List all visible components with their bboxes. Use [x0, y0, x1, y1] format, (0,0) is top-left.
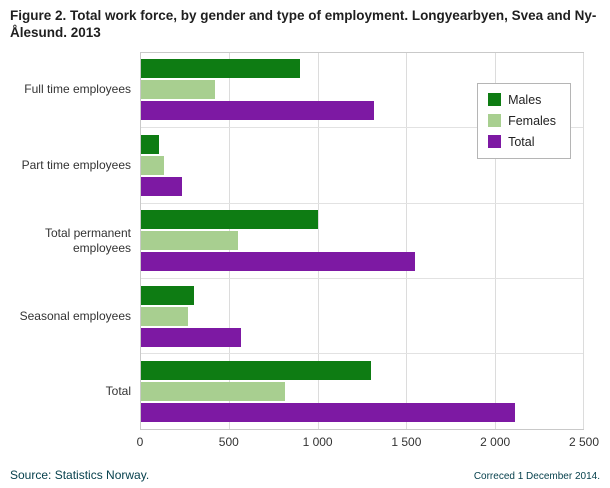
bar-males — [141, 134, 159, 154]
total-swatch-icon — [488, 135, 502, 149]
males-swatch-icon — [488, 93, 502, 107]
bar-males — [141, 285, 195, 305]
bar-group — [141, 127, 583, 202]
bar-males — [141, 59, 301, 79]
bar-total — [141, 252, 416, 272]
bar-females — [141, 306, 188, 326]
gridline — [494, 52, 496, 429]
y-category-label: Seasonal employees — [19, 308, 131, 323]
y-category-label: Total — [105, 384, 131, 399]
bar-females — [141, 155, 164, 175]
legend-label-females: Females — [508, 113, 556, 128]
bar-males — [141, 361, 371, 381]
y-category-label: Full time employees — [24, 82, 131, 97]
chart-area: Full time employees Part time employees To… — [0, 44, 610, 452]
bar-total — [141, 403, 515, 423]
y-category-label: Total permanent employees — [44, 225, 131, 255]
x-axis-labels: 0 500 1 000 1 500 2 000 2 500 — [136, 430, 599, 452]
gridline — [406, 52, 408, 429]
bar-group — [141, 53, 583, 127]
gridline — [317, 52, 319, 429]
chart-title: Figure 2. Total work force, by gender an… — [10, 8, 597, 40]
source-note: Source: Statistics Norway. — [10, 468, 150, 482]
bar-total — [141, 176, 182, 196]
gridline — [583, 52, 584, 429]
bar-group — [141, 277, 583, 353]
legend-item-total[interactable]: Total — [488, 135, 556, 149]
legend: Males Females Total — [477, 82, 571, 159]
legend-label-total: Total — [508, 134, 535, 149]
bar-females — [141, 231, 239, 251]
bar-group — [141, 353, 583, 428]
bar-males — [141, 210, 318, 230]
bar-females — [141, 80, 216, 100]
y-category-label: Part time employees — [21, 157, 131, 172]
legend-item-males[interactable]: Males — [488, 93, 556, 107]
bar-total — [141, 327, 241, 347]
footer: Source: Statistics Norway. Correced 1 De… — [0, 462, 610, 488]
x-tick-label: 1 500 — [391, 434, 422, 449]
legend-item-females[interactable]: Females — [488, 114, 556, 128]
plot-column: Males Females Total 0 500 1 000 1 500 2 000 2… — [136, 51, 599, 452]
plot-area: Males Females Total — [140, 51, 584, 430]
correction-note: Correced 1 December 2014. — [473, 471, 600, 482]
x-tick-label: 0 — [136, 434, 144, 449]
x-tick-label: 1 000 — [302, 434, 333, 449]
bar-total — [141, 101, 375, 121]
legend-label-males: Males — [508, 92, 542, 107]
x-tick-label: 500 — [218, 434, 239, 449]
y-axis-labels: Full time employees Part time employees To… — [8, 52, 140, 430]
x-tick-label: 2 500 — [568, 434, 600, 449]
x-tick-label: 2 000 — [480, 434, 511, 449]
females-swatch-icon — [488, 114, 502, 128]
bar-groups — [141, 53, 583, 429]
bar-females — [141, 382, 286, 402]
bar-group — [141, 202, 583, 278]
